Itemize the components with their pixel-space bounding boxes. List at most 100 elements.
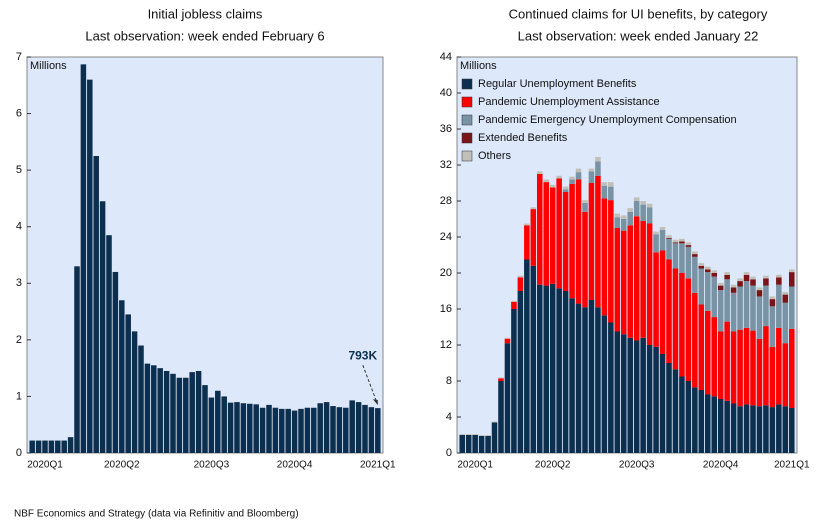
y-tick-label: 5 [16, 164, 22, 176]
bar-segment [711, 276, 718, 318]
bar-segment [763, 278, 769, 286]
bar-segment [782, 291, 789, 295]
bar-segment [588, 183, 595, 300]
bar-segment [504, 337, 511, 339]
legend-label: Regular Unemployment Benefits [478, 78, 637, 90]
bar [55, 440, 61, 453]
bar-segment [750, 276, 756, 280]
y-tick-label: 4 [16, 221, 22, 233]
bar [259, 407, 266, 453]
bar-segment [504, 343, 511, 453]
bar-segment [704, 310, 711, 395]
bar-segment [536, 174, 543, 285]
y-tick-label: 16 [440, 303, 452, 315]
bar-segment [672, 369, 679, 453]
bar-segment [465, 435, 472, 453]
bar-segment [575, 179, 582, 304]
bar-segment [653, 234, 659, 253]
bar-segment [478, 435, 485, 436]
x-tick-label: 2020Q2 [104, 460, 140, 471]
bar-segment [788, 269, 795, 273]
bar-segment [627, 225, 634, 338]
bar-segment [633, 197, 640, 201]
bar-segment [717, 399, 724, 453]
bar [106, 235, 112, 453]
bar [208, 397, 215, 453]
bar-segment [653, 346, 659, 453]
bar-segment [536, 171, 543, 174]
bar [298, 408, 304, 453]
bar-segment [704, 394, 711, 453]
bar-segment [769, 296, 776, 300]
bar-segment [782, 302, 789, 344]
bar [119, 300, 125, 453]
bar-segment [569, 179, 575, 184]
bar-segment [646, 207, 653, 224]
y-tick-label: 7 [16, 51, 22, 63]
bar [266, 404, 272, 453]
bar-segment [704, 272, 711, 311]
bar [183, 377, 189, 453]
bar [311, 407, 317, 453]
bar-segment [756, 406, 763, 453]
bar [227, 402, 234, 453]
bar [330, 406, 336, 453]
y-tick-label: 24 [440, 231, 452, 243]
bar-segment [743, 404, 750, 453]
bar [247, 403, 253, 453]
bar-segment [569, 183, 575, 299]
legend-swatch [461, 114, 473, 126]
bar-segment [769, 306, 776, 347]
bar-segment [737, 278, 743, 282]
bar [215, 390, 221, 453]
bar-segment [679, 273, 685, 377]
bar-segment [679, 238, 685, 242]
bar-segment [679, 376, 685, 453]
bar [189, 372, 195, 453]
bar-segment [556, 178, 562, 289]
bar [304, 407, 311, 453]
bar-segment [614, 228, 621, 332]
bar-segment [614, 331, 621, 453]
bar-segment [608, 182, 614, 187]
bar [61, 440, 67, 453]
bar-segment [730, 287, 737, 293]
bar-segment [743, 272, 750, 275]
bar-segment [588, 171, 595, 183]
bar-segment [530, 209, 537, 266]
bar-segment [491, 422, 498, 453]
bar-segment [730, 331, 737, 404]
bar-segment [478, 435, 485, 453]
chart-subtitle: Last observation: week ended February 6 [85, 28, 324, 43]
bar [221, 396, 227, 453]
bar [368, 407, 375, 453]
bar-segment [575, 303, 582, 453]
bar-segment [620, 219, 627, 231]
bar-segment [763, 285, 769, 327]
bar-segment [524, 223, 530, 226]
bar-segment [750, 405, 756, 453]
bar-segment [588, 168, 595, 172]
bar-segment [536, 284, 543, 453]
y-tick-label: 4 [446, 411, 452, 423]
bar-segment [524, 259, 530, 453]
x-tick-label: 2021Q1 [774, 460, 810, 471]
bar [80, 64, 87, 454]
bar-segment [498, 381, 504, 453]
bar-segment [763, 275, 769, 279]
x-tick-label: 2020Q1 [27, 460, 63, 471]
bar-segment [608, 186, 614, 201]
bar-segment [717, 285, 724, 291]
bar-segment [679, 241, 685, 244]
bar-segment [472, 435, 478, 453]
bar-segment [692, 387, 698, 453]
bar-segment [685, 246, 692, 279]
bar [74, 266, 80, 453]
bar-segment [491, 421, 498, 423]
bar-segment [530, 207, 537, 210]
bar [195, 370, 202, 453]
bar-segment [556, 288, 562, 453]
bar-segment [782, 294, 789, 303]
bar [355, 402, 362, 453]
bar [112, 271, 119, 453]
